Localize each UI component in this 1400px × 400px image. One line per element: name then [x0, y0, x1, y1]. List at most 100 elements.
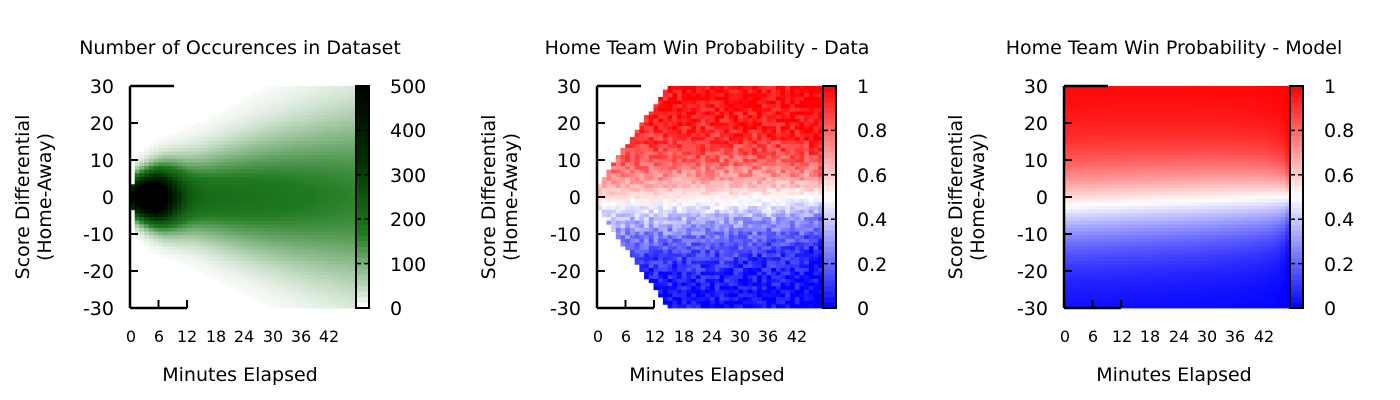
- heatmap-cell: [224, 166, 230, 171]
- heatmap-cell: [243, 267, 249, 273]
- colorbar-segment: [356, 152, 369, 159]
- heatmap-cell: [738, 224, 744, 229]
- heatmap-cell: [714, 93, 720, 98]
- heatmap-cell: [280, 104, 286, 109]
- heatmap-cell: [790, 104, 796, 109]
- y-tick-label: 0: [569, 187, 581, 209]
- heatmap-cell: [313, 180, 319, 185]
- heatmap-cell: [304, 118, 310, 123]
- heatmap-cell: [275, 267, 282, 273]
- heatmap-cell: [275, 166, 282, 171]
- heatmap-cell: [761, 267, 767, 273]
- heatmap-cell: [290, 275, 296, 280]
- colorbar-segment: [356, 252, 369, 259]
- heatmap-cell: [667, 115, 673, 120]
- heatmap-cell: [228, 126, 234, 131]
- heatmap-cell: [252, 173, 258, 178]
- heatmap-cell: [634, 169, 640, 174]
- heatmap-cell: [327, 162, 333, 167]
- heatmap-cell: [177, 176, 183, 182]
- heatmap-cell: [261, 278, 267, 283]
- heatmap-cell: [210, 176, 216, 182]
- heatmap-cell: [172, 249, 178, 254]
- heatmap-cell: [686, 176, 692, 182]
- heatmap-cell: [714, 202, 720, 207]
- heatmap-cell: [761, 169, 767, 174]
- heatmap-cell: [658, 166, 664, 171]
- heatmap-cell: [275, 217, 282, 222]
- heatmap-cell: [644, 191, 650, 196]
- heatmap-cell: [252, 151, 258, 156]
- heatmap-cell: [294, 235, 300, 240]
- heatmap-cell: [285, 180, 291, 185]
- heatmap-cell: [200, 238, 206, 243]
- heatmap-cell: [233, 242, 239, 247]
- heatmap-cell: [252, 206, 258, 211]
- heatmap-cell: [629, 195, 636, 200]
- heatmap-cell: [337, 151, 343, 156]
- heatmap-cell: [766, 253, 772, 258]
- heatmap-cell: [766, 96, 772, 101]
- heatmap-cell: [327, 282, 333, 287]
- heatmap-cell: [742, 271, 749, 276]
- heatmap-cell: [710, 224, 716, 229]
- heatmap-cell: [247, 242, 253, 247]
- heatmap-cell: [275, 93, 282, 98]
- heatmap-cell: [662, 173, 669, 178]
- heatmap-cell: [238, 282, 244, 287]
- heatmap-cell: [224, 213, 230, 218]
- heatmap-cell: [228, 147, 234, 152]
- heatmap-cell: [677, 249, 683, 254]
- heatmap-cell: [761, 184, 767, 189]
- heatmap-cell: [733, 246, 739, 251]
- heatmap-cell: [653, 136, 659, 141]
- heatmap-cell: [280, 93, 286, 98]
- heatmap-cell: [775, 257, 782, 262]
- heatmap-cell: [313, 122, 319, 127]
- heatmap-cell: [728, 264, 734, 269]
- heatmap-cell: [285, 238, 291, 243]
- heatmap-cell: [775, 275, 782, 280]
- heatmap-cell: [346, 158, 352, 163]
- heatmap-cell: [625, 191, 631, 196]
- heatmap-cell: [771, 184, 777, 189]
- heatmap-cell: [667, 246, 673, 251]
- heatmap-cell: [790, 271, 796, 276]
- heatmap-cell: [238, 144, 244, 149]
- heatmap-cell: [813, 180, 819, 185]
- heatmap-cell: [186, 184, 192, 189]
- heatmap-cell: [261, 235, 267, 240]
- heatmap-cell: [299, 96, 305, 101]
- heatmap-cell: [681, 166, 687, 171]
- colorbar-segment: [356, 102, 369, 109]
- heatmap-cell: [738, 231, 744, 236]
- heatmap-cell: [771, 140, 777, 145]
- heatmap-cell: [804, 158, 810, 163]
- heatmap-cell: [752, 249, 758, 254]
- heatmap-cell: [285, 169, 291, 174]
- heatmap-cell: [714, 104, 720, 109]
- heatmap-cell: [705, 155, 711, 160]
- heatmap-cell: [308, 173, 315, 178]
- heatmap-cell: [724, 118, 730, 123]
- heatmap-cell: [752, 198, 758, 203]
- heatmap-cell: [252, 133, 258, 138]
- heatmap-cell: [714, 151, 720, 156]
- heatmap-cell: [341, 235, 347, 240]
- heatmap-cell: [695, 162, 701, 167]
- heatmap-cell: [705, 176, 711, 182]
- heatmap-cell: [266, 220, 272, 225]
- heatmap-cell: [308, 107, 315, 112]
- heatmap-cell: [323, 249, 329, 254]
- heatmap-cell: [700, 155, 706, 160]
- heatmap-cell: [695, 209, 701, 214]
- heatmap-cell: [818, 187, 824, 192]
- heatmap-cell: [238, 249, 244, 254]
- heatmap-cell: [247, 100, 253, 105]
- heatmap-cell: [761, 209, 767, 214]
- heatmap-cell: [332, 93, 338, 98]
- heatmap-cell: [705, 151, 711, 156]
- panel-occurrences: Number of Occurences in Dataset Score Di…: [12, 37, 426, 386]
- heatmap-cell: [205, 198, 211, 203]
- heatmap-cell: [280, 126, 286, 131]
